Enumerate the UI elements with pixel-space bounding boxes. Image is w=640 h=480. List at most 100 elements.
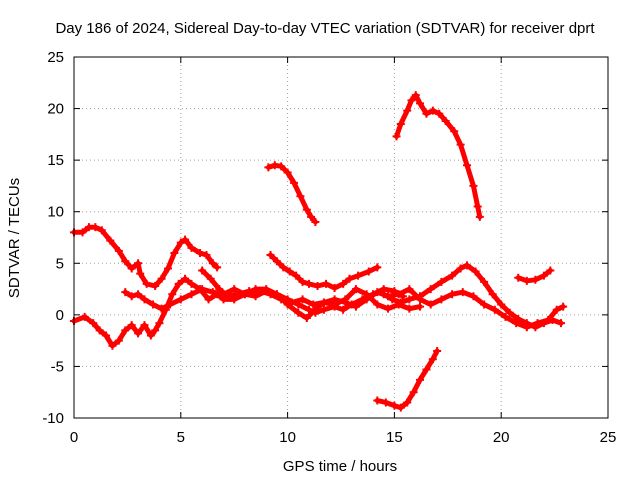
data-point bbox=[403, 106, 412, 115]
data-point bbox=[354, 271, 363, 280]
data-point bbox=[362, 295, 371, 304]
data-point bbox=[176, 295, 185, 304]
data-point bbox=[181, 235, 190, 244]
data-point bbox=[345, 274, 354, 283]
series-s7 bbox=[379, 261, 566, 332]
data-point bbox=[208, 259, 217, 268]
data-point bbox=[181, 274, 190, 283]
data-point bbox=[121, 326, 130, 335]
data-point bbox=[552, 305, 561, 314]
data-point bbox=[557, 319, 566, 328]
data-series bbox=[70, 91, 568, 412]
data-point bbox=[411, 91, 420, 100]
data-point bbox=[522, 276, 531, 285]
data-point bbox=[497, 300, 506, 309]
data-point bbox=[416, 375, 425, 384]
y-tick-label: 15 bbox=[47, 152, 64, 169]
data-point bbox=[488, 290, 497, 299]
data-point bbox=[473, 202, 482, 211]
data-point bbox=[151, 326, 160, 335]
data-point bbox=[127, 264, 136, 273]
y-tick-label: 10 bbox=[47, 204, 64, 221]
data-point bbox=[405, 295, 414, 304]
data-point bbox=[170, 248, 179, 257]
data-point bbox=[456, 140, 465, 149]
data-point bbox=[89, 319, 98, 328]
data-point bbox=[213, 263, 222, 272]
x-tick-label: 10 bbox=[279, 429, 296, 446]
data-point bbox=[319, 298, 328, 307]
data-point bbox=[307, 212, 316, 221]
data-point bbox=[277, 295, 286, 304]
data-point bbox=[294, 308, 303, 317]
data-point bbox=[383, 304, 392, 313]
y-axis: -10 -5 0 5 10 15 20 25 bbox=[42, 49, 608, 427]
data-point bbox=[187, 290, 196, 299]
data-point bbox=[95, 326, 104, 335]
data-point bbox=[433, 346, 442, 355]
data-point bbox=[157, 304, 166, 313]
data-point bbox=[405, 304, 414, 313]
data-point bbox=[270, 161, 279, 170]
data-point bbox=[330, 295, 339, 304]
data-point bbox=[151, 281, 160, 290]
series-line bbox=[394, 92, 483, 220]
data-point bbox=[480, 300, 489, 309]
data-point bbox=[298, 277, 307, 286]
data-point bbox=[463, 261, 472, 270]
data-point bbox=[437, 295, 446, 304]
data-point bbox=[390, 401, 399, 410]
data-point bbox=[428, 355, 437, 364]
data-point bbox=[548, 316, 557, 325]
data-point bbox=[351, 285, 360, 294]
series-s1 bbox=[70, 223, 222, 290]
x-tick-label: 25 bbox=[600, 429, 617, 446]
data-point bbox=[428, 106, 437, 115]
data-point bbox=[559, 302, 568, 311]
data-point bbox=[409, 388, 418, 397]
data-point bbox=[272, 257, 281, 266]
data-point bbox=[546, 266, 555, 275]
data-point bbox=[351, 302, 360, 311]
data-point bbox=[140, 321, 149, 330]
data-point bbox=[223, 292, 232, 301]
data-point bbox=[373, 396, 382, 405]
data-point bbox=[463, 161, 472, 170]
data-point bbox=[475, 212, 484, 221]
data-point bbox=[149, 300, 158, 309]
chart-title: Day 186 of 2024, Sidereal Day-to-day VTE… bbox=[55, 20, 595, 37]
data-point bbox=[266, 290, 275, 299]
x-tick-label: 15 bbox=[386, 429, 403, 446]
data-point bbox=[514, 314, 523, 323]
data-point bbox=[266, 251, 275, 260]
x-tick-label: 20 bbox=[493, 429, 510, 446]
x-tick-label: 5 bbox=[177, 429, 185, 446]
data-point bbox=[490, 305, 499, 314]
data-point bbox=[405, 285, 414, 294]
y-tick-label: 20 bbox=[47, 101, 64, 118]
data-point bbox=[187, 243, 196, 252]
data-point bbox=[330, 284, 339, 293]
data-point bbox=[501, 312, 510, 321]
data-point bbox=[251, 292, 260, 301]
data-point bbox=[448, 271, 457, 280]
data-point bbox=[396, 298, 405, 307]
data-point bbox=[285, 267, 294, 276]
data-point bbox=[142, 279, 151, 288]
data-point bbox=[121, 257, 130, 266]
x-axis-label: GPS time / hours bbox=[283, 458, 397, 475]
series-s10 bbox=[514, 266, 555, 285]
data-point bbox=[531, 323, 540, 332]
data-point bbox=[373, 288, 382, 297]
data-point bbox=[407, 96, 416, 105]
data-point bbox=[279, 263, 288, 272]
data-point bbox=[230, 285, 239, 294]
data-point bbox=[471, 267, 480, 276]
data-point bbox=[531, 275, 540, 284]
data-point bbox=[187, 279, 196, 288]
data-point bbox=[396, 403, 405, 412]
data-point bbox=[140, 295, 149, 304]
data-point bbox=[91, 223, 100, 232]
grid bbox=[74, 57, 608, 418]
